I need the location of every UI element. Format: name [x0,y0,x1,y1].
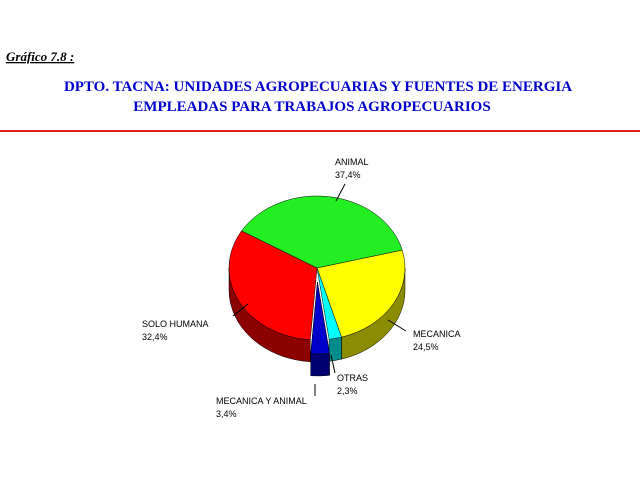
slice-label: ANIMAL [335,157,369,167]
leader-line [335,183,346,202]
chart-caption: Gráfico 7.8 : [6,49,74,64]
chart-title: EMPLEADAS PARA TRABAJOS AGROPECUARIOS [133,99,490,115]
leader-line [330,354,336,374]
pie-slice [310,281,330,355]
slice-label: SOLO HUMANA [142,319,209,329]
pie-slice [241,195,403,269]
slice-value: 32,4% [142,332,168,342]
slice-value: 24,5% [413,342,439,352]
slice-label: MECANICA [413,329,461,339]
slice-label: MECANICA Y ANIMAL [216,396,307,406]
leader-line [387,319,407,332]
slice-label: OTRAS [337,373,368,383]
pie-slice [316,249,406,338]
slice-value: 2,3% [337,386,358,396]
leader-line [232,303,249,317]
slice-value: 3,4% [216,409,237,419]
pie-slice-side [328,336,342,362]
slice-value: 37,4% [335,170,361,180]
pie-slice [316,267,342,340]
pie-slice [228,230,318,341]
chart-title: DPTO. TACNA: UNIDADES AGROPECUARIAS Y FU… [64,79,572,95]
pie-slice-side [310,353,330,377]
